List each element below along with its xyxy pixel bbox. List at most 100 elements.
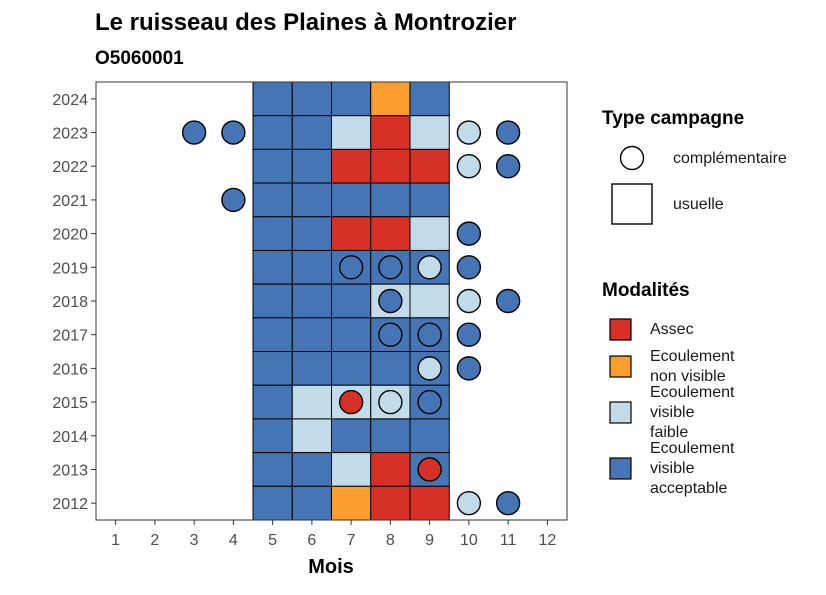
point-2023-3: [181, 120, 207, 145]
x-tick-label-8: 8: [386, 532, 395, 549]
legend-swatch-faible: [609, 401, 632, 424]
tile-2024-5: [252, 81, 293, 117]
tile-2023-8: [370, 115, 411, 150]
point-2023-4: [221, 120, 246, 145]
legend-shape-title: Type campagne: [602, 108, 744, 129]
tile-2016-8: [370, 351, 411, 386]
y-tick-label-2024: 2024: [52, 92, 88, 109]
tile-2019-6: [291, 249, 332, 285]
y-tick-label-2012: 2012: [52, 496, 88, 513]
chart-title: Le ruisseau des Plaines à Montrozier: [95, 9, 516, 36]
x-axis-label: Mois: [308, 556, 354, 578]
tile-2024-6: [291, 81, 332, 117]
x-tick-label-5: 5: [268, 532, 277, 549]
y-tick-label-2018: 2018: [52, 294, 88, 311]
y-tick-label-2019: 2019: [52, 260, 88, 277]
legend-label-complementaire: complémentaire: [673, 150, 787, 167]
tile-2017-5: [252, 317, 293, 353]
point-2015-9: [417, 389, 442, 415]
tile-2020-5: [252, 216, 293, 251]
point-2019-7: [338, 255, 364, 280]
x-tick-label-11: 11: [500, 532, 517, 549]
tile-2014-9: [409, 418, 450, 454]
tile-2024-8: [370, 81, 411, 117]
point-2017-10: [456, 322, 482, 347]
legend-key-usuelle: [611, 183, 653, 225]
x-axis: 1 2 3 4 5 6 7 8 9 10 11 12: [111, 520, 556, 549]
legend-key-complementaire: [619, 145, 645, 171]
x-tick-label-12: 12: [538, 532, 556, 549]
tile-2013-6: [291, 452, 332, 487]
point-2015-7: [338, 389, 364, 415]
tile-2013-8: [370, 452, 411, 487]
chart-subtitle: O5060001: [95, 48, 184, 69]
tile-2021-5: [252, 182, 293, 218]
tile-2024-7: [331, 81, 372, 117]
legend-label-faible: Ecoulement visible faible: [650, 384, 735, 441]
y-tick-label-2022: 2022: [52, 159, 88, 176]
legend-swatch-assec: [609, 318, 632, 341]
y-tick-label-2016: 2016: [52, 361, 88, 378]
legend-swatch-non_visible: [609, 355, 632, 378]
point-2018-11: [495, 288, 521, 314]
y-tick-label-2014: 2014: [52, 429, 88, 446]
y-tick-label-2023: 2023: [52, 126, 88, 143]
x-tick-label-1: 1: [111, 532, 120, 549]
tile-2023-5: [252, 115, 293, 150]
tile-2015-6: [291, 384, 332, 420]
y-tick-label-2015: 2015: [52, 395, 88, 412]
point-2019-8: [378, 255, 403, 280]
legend-swatch-acceptable: [609, 457, 632, 480]
y-tick-label-2013: 2013: [52, 462, 88, 479]
tile-2016-6: [291, 351, 332, 386]
tile-2018-6: [291, 283, 332, 319]
tile-2013-7: [331, 452, 372, 487]
point-2022-10: [456, 154, 482, 179]
point-2019-10: [456, 255, 482, 280]
point-2023-10: [456, 120, 482, 145]
legend-label-line: Ecoulement: [650, 348, 735, 365]
points-layer: [181, 120, 521, 516]
point-2013-9: [417, 457, 442, 482]
point-2022-11: [495, 154, 521, 179]
legend-label-non_visible: Ecoulement non visible: [650, 348, 735, 385]
tile-2018-5: [252, 283, 293, 319]
tile-2019-5: [252, 249, 293, 285]
tile-2024-9: [409, 81, 450, 117]
point-2016-10: [456, 356, 482, 381]
tile-2014-8: [370, 418, 411, 454]
tile-2022-8: [370, 148, 411, 184]
point-2021-4: [221, 187, 246, 213]
point-2012-11: [495, 490, 521, 516]
point-2017-8: [378, 322, 403, 347]
legend-label-line: visible: [650, 460, 695, 477]
tile-2014-7: [331, 418, 372, 454]
y-axis: 2012 2013 2014 2015 2016 2017 2018 2019 2020 2021…: [52, 92, 96, 513]
x-tick-label-7: 7: [347, 532, 356, 549]
legend-label-line: Ecoulement: [650, 384, 735, 401]
x-tick-label-10: 10: [460, 532, 478, 549]
tile-2021-8: [370, 182, 411, 218]
tile-2021-7: [331, 182, 372, 218]
point-2018-8: [378, 288, 403, 314]
legend-fill-title: Modalités: [602, 280, 690, 301]
y-tick-label-2020: 2020: [52, 227, 88, 244]
legend-label-acceptable: Ecoulement visible acceptable: [650, 440, 735, 497]
tile-2012-8: [370, 485, 411, 521]
legend-label-assec: Assec: [650, 321, 694, 338]
tile-2018-9: [409, 283, 450, 319]
x-tick-label-2: 2: [150, 532, 159, 549]
point-2016-9: [417, 356, 442, 381]
tile-2018-7: [331, 283, 372, 319]
legend-label-line: Ecoulement: [650, 440, 735, 457]
legend-label-line: Assec: [650, 321, 694, 338]
x-tick-label-3: 3: [190, 532, 199, 549]
legend: Type campagne complémentaire usuelle Modali…: [602, 108, 787, 497]
tile-2012-9: [409, 485, 450, 521]
tile-2020-9: [409, 216, 450, 251]
legend-label-line: non visible: [650, 368, 726, 385]
tile-2020-7: [331, 216, 372, 251]
tile-2022-9: [409, 148, 450, 184]
point-2023-11: [495, 120, 521, 145]
